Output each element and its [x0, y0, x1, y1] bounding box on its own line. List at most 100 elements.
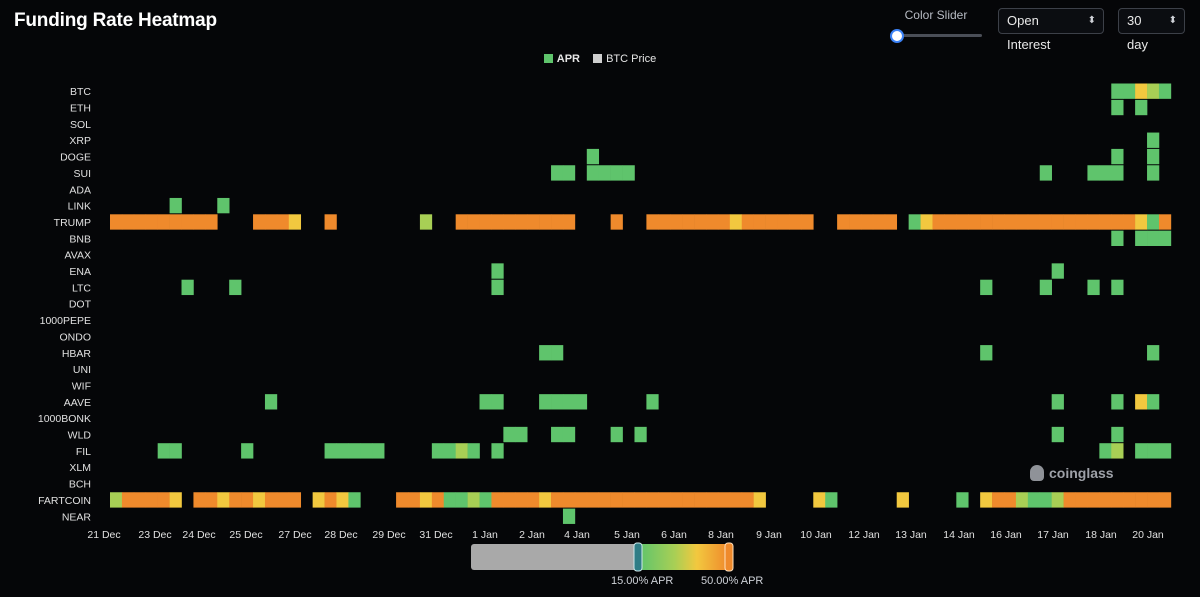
heatmap-cell[interactable] [634, 492, 647, 508]
heatmap-cell[interactable] [551, 214, 564, 230]
heatmap-cell[interactable] [741, 214, 754, 230]
heatmap-cell[interactable] [1147, 132, 1160, 148]
heatmap-cell[interactable] [610, 426, 623, 443]
heatmap-cell[interactable] [646, 394, 659, 410]
heatmap-cell[interactable] [1087, 279, 1100, 296]
color-slider-track[interactable] [896, 34, 982, 37]
heatmap-cell[interactable] [539, 492, 552, 508]
heatmap-cell[interactable] [264, 492, 278, 508]
heatmap-cell[interactable] [1051, 394, 1064, 410]
heatmap-cell[interactable] [324, 443, 337, 459]
heatmap-cell[interactable] [181, 279, 194, 296]
heatmap-cell[interactable] [956, 492, 969, 508]
heatmap-cell[interactable] [1147, 214, 1160, 230]
heatmap-cell[interactable] [205, 214, 218, 230]
heatmap-cell[interactable] [1027, 214, 1041, 230]
heatmap-cell[interactable] [455, 492, 468, 508]
heatmap-cell[interactable] [1147, 230, 1160, 246]
legend-item-btc-price[interactable]: BTC Price [593, 53, 656, 65]
heatmap-cell[interactable] [121, 214, 135, 230]
heatmap-cell[interactable] [169, 492, 182, 508]
heatmap-cell[interactable] [562, 508, 576, 524]
heatmap-cell[interactable] [1039, 492, 1052, 508]
heatmap-cell[interactable] [562, 214, 576, 230]
heatmap-cell[interactable] [157, 443, 170, 459]
heatmap-cell[interactable] [1075, 214, 1088, 230]
heatmap-cell[interactable] [276, 214, 290, 230]
heatmap-cell[interactable] [396, 492, 409, 508]
heatmap-cell[interactable] [1111, 83, 1124, 99]
heatmap-cell[interactable] [443, 492, 456, 508]
heatmap-cell[interactable] [1158, 492, 1172, 508]
heatmap-cell[interactable] [932, 214, 945, 230]
heatmap-cell[interactable] [920, 214, 933, 230]
heatmap-cell[interactable] [336, 492, 349, 508]
heatmap-cell[interactable] [1135, 83, 1148, 99]
heatmap-cell[interactable] [706, 214, 719, 230]
heatmap-cell[interactable] [610, 492, 623, 508]
heatmap-cell[interactable] [360, 443, 373, 459]
heatmap-cell[interactable] [1075, 492, 1088, 508]
heatmap-cell[interactable] [1087, 165, 1100, 181]
heatmap-cell[interactable] [491, 263, 504, 279]
heatmap-cell[interactable] [1111, 279, 1124, 296]
heatmap-cell[interactable] [527, 214, 540, 230]
heatmap-cell[interactable] [372, 443, 385, 459]
heatmap-cell[interactable] [622, 492, 635, 508]
heatmap-cell[interactable] [169, 443, 182, 459]
heatmap-cell[interactable] [551, 492, 564, 508]
heatmap-cell[interactable] [312, 492, 325, 508]
heatmap-cell[interactable] [1123, 83, 1136, 99]
heatmap-cell[interactable] [1087, 492, 1100, 508]
heatmap-cell[interactable] [562, 394, 576, 410]
heatmap-cell[interactable] [825, 492, 838, 508]
heatmap-cell[interactable] [1051, 214, 1064, 230]
heatmap-cell[interactable] [479, 394, 492, 410]
heatmap-cell[interactable] [1051, 492, 1064, 508]
heatmap-cell[interactable] [229, 279, 242, 296]
heatmap-cell[interactable] [765, 214, 778, 230]
heatmap-cell[interactable] [1051, 263, 1064, 279]
heatmap-cell[interactable] [491, 492, 504, 508]
heatmap-cell[interactable] [729, 492, 743, 508]
heatmap-cell[interactable] [1027, 492, 1041, 508]
heatmap-cell[interactable] [181, 214, 194, 230]
heatmap-cell[interactable] [968, 214, 981, 230]
open-interest-select[interactable]: Open Interest ⬍ [998, 8, 1104, 52]
heatmap-cell[interactable] [193, 492, 206, 508]
heatmap-cell[interactable] [503, 214, 516, 230]
heatmap-cell[interactable] [491, 214, 504, 230]
heatmap-cell[interactable] [777, 214, 790, 230]
heatmap-cell[interactable] [634, 426, 647, 443]
heatmap-cell[interactable] [253, 214, 266, 230]
heatmap-cell[interactable] [133, 492, 147, 508]
heatmap-cell[interactable] [1099, 214, 1112, 230]
heatmap-cell[interactable] [908, 214, 921, 230]
heatmap-cell[interactable] [1135, 214, 1148, 230]
heatmap-cell[interactable] [336, 443, 349, 459]
heatmap-cell[interactable] [586, 492, 600, 508]
heatmap-cell[interactable] [1111, 148, 1124, 165]
heatmap-cell[interactable] [1147, 394, 1160, 410]
heatmap-cell[interactable] [646, 214, 659, 230]
heatmap-cell[interactable] [849, 214, 862, 230]
heatmap-cell[interactable] [503, 426, 516, 443]
heatmap-cell[interactable] [813, 492, 826, 508]
heatmap-cell[interactable] [241, 443, 254, 459]
heatmap-cell[interactable] [264, 394, 278, 410]
heatmap-cell[interactable] [121, 492, 135, 508]
scale-high-handle[interactable] [724, 542, 734, 572]
heatmap-cell[interactable] [574, 394, 588, 410]
heatmap-cell[interactable] [562, 492, 576, 508]
heatmap-cell[interactable] [253, 492, 266, 508]
heatmap-cell[interactable] [1015, 492, 1029, 508]
color-slider[interactable]: Color Slider [888, 6, 984, 43]
heatmap-cell[interactable] [479, 492, 492, 508]
heatmap-cell[interactable] [610, 165, 623, 181]
heatmap-cell[interactable] [622, 165, 635, 181]
heatmap-cell[interactable] [539, 345, 552, 361]
scale-low-handle[interactable] [633, 542, 643, 572]
heatmap-cell[interactable] [503, 492, 516, 508]
heatmap-cell[interactable] [956, 214, 969, 230]
heatmap-cell[interactable] [551, 345, 564, 361]
